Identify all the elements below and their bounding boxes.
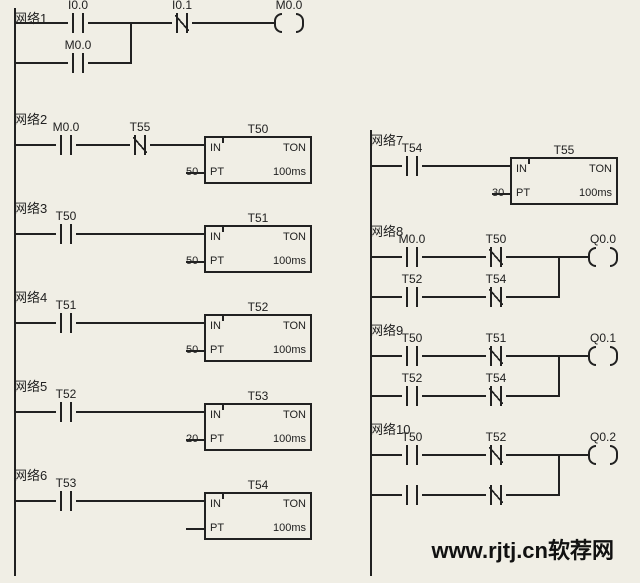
net6-rung: T53 T54 IN TON PT 100ms [14, 486, 334, 554]
coil-q01 [588, 346, 618, 366]
contact-n10-r2c1 [402, 485, 422, 505]
contact-n9-r2c2 [486, 386, 506, 406]
label-n2-c1: M0.0 [53, 120, 80, 134]
left-column: 网络1 I0.0 I0.1 M0.0 M0.0 网络2 M0.0 T55 T50… [14, 8, 334, 554]
contact-m00-branch [68, 53, 88, 73]
net9-rung: T50 T51 Q0.1 T52 T54 [370, 341, 620, 419]
timer-t54: T54 IN TON PT 100ms [204, 492, 312, 540]
timer-t52: T52 IN TON PT 100ms 50 [204, 314, 312, 362]
coil-m00 [274, 13, 304, 33]
contact-n8-r1c2 [486, 247, 506, 267]
contact-n5-c1 [56, 402, 76, 422]
right-column: 网络7 T54 T55 IN TON PT 100ms 30 网络8 M0.0 … [370, 130, 620, 518]
contact-n10-r1c1 [402, 445, 422, 465]
contact-n7-c1 [402, 156, 422, 176]
label-n6-c1: T53 [56, 476, 77, 490]
net4-rung: T51 T52 IN TON PT 100ms 50 [14, 308, 334, 376]
net2-rung: M0.0 T55 T50 IN TON PT 100ms 50 [14, 130, 334, 198]
contact-n3-c1 [56, 224, 76, 244]
label-n2-c2: T55 [130, 120, 151, 134]
label-m00-branch: M0.0 [65, 38, 92, 52]
net5-rung: T52 T53 IN TON PT 100ms 20 [14, 397, 334, 465]
label-i01: I0.1 [172, 0, 192, 12]
contact-n10-r2c2 [486, 485, 506, 505]
contact-n8-r2c2 [486, 287, 506, 307]
contact-n6-c1 [56, 491, 76, 511]
net8-rung: M0.0 T50 Q0.0 T52 T54 [370, 242, 620, 320]
timer-t53: T53 IN TON PT 100ms 20 [204, 403, 312, 451]
coil-q00 [588, 247, 618, 267]
label-n5-c1: T52 [56, 387, 77, 401]
label-i00: I0.0 [68, 0, 88, 12]
net1-rung: I0.0 I0.1 M0.0 M0.0 [14, 29, 334, 109]
net7-rung: T54 T55 IN TON PT 100ms 30 [370, 151, 620, 221]
contact-n9-r2c1 [402, 386, 422, 406]
contact-n9-r1c2 [486, 346, 506, 366]
timer-t50: T50 IN TON PT 100ms 50 [204, 136, 312, 184]
watermark: www.rjtj.cn软荐网 [431, 533, 614, 565]
timer-t50-name: T50 [206, 122, 310, 136]
net10-rung: T50 T52 Q0.2 [370, 440, 620, 518]
label-n4-c1: T51 [56, 298, 77, 312]
label-coil-m00: M0.0 [276, 0, 303, 12]
contact-n9-r1c1 [402, 346, 422, 366]
coil-q02 [588, 445, 618, 465]
label-n7-c1: T54 [402, 141, 423, 155]
contact-n2-c1 [56, 135, 76, 155]
label-n3-c1: T50 [56, 209, 77, 223]
contact-n8-r1c1 [402, 247, 422, 267]
contact-n2-c2 [130, 135, 150, 155]
timer-t51: T51 IN TON PT 100ms 50 [204, 225, 312, 273]
net3-rung: T50 T51 IN TON PT 100ms 50 [14, 219, 334, 287]
contact-n8-r2c1 [402, 287, 422, 307]
timer-t55: T55 IN TON PT 100ms 30 [510, 157, 618, 205]
contact-n10-r1c2 [486, 445, 506, 465]
contact-i00 [68, 13, 88, 33]
contact-i01 [172, 13, 192, 33]
contact-n4-c1 [56, 313, 76, 333]
